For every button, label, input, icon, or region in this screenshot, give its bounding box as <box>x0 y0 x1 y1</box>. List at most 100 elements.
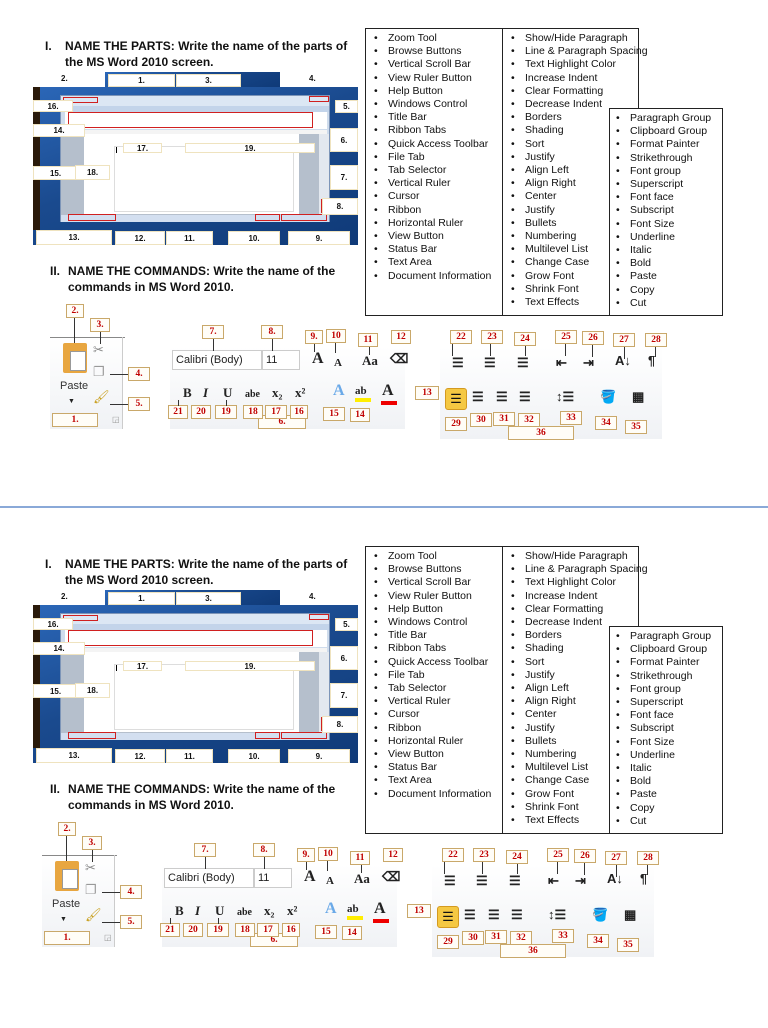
grow-font-icon[interactable]: A <box>304 868 316 885</box>
italic-icon[interactable]: I <box>195 903 201 918</box>
screen-label-3: 3. <box>176 74 241 87</box>
increase-indent-icon[interactable]: ⇥ <box>575 873 586 888</box>
font-face-box[interactable]: Calibri (Body) <box>164 868 254 888</box>
highlight-icon[interactable]: ab <box>355 385 367 397</box>
font-color-bar <box>373 919 389 923</box>
font-color-icon[interactable]: A <box>374 900 386 917</box>
superscript-icon[interactable]: x² <box>287 903 298 918</box>
leader-line <box>557 862 558 874</box>
italic-icon[interactable]: I <box>203 385 209 400</box>
command-label-25: 25 <box>555 330 577 344</box>
underline-icon[interactable]: U <box>223 385 233 400</box>
sort-icon[interactable]: A↓ <box>607 871 623 886</box>
command-label-24: 24 <box>506 850 528 864</box>
decrease-indent-icon[interactable]: ⇤ <box>556 355 567 370</box>
numbering-icon[interactable]: ☰ <box>484 355 496 370</box>
command-label-7: 7. <box>202 325 224 339</box>
font-color-icon[interactable]: A <box>382 382 394 399</box>
word-bank-item: Text Effects <box>505 296 648 309</box>
change-case-icon[interactable]: Aa <box>362 353 378 368</box>
borders-icon[interactable]: ▦ <box>624 907 637 922</box>
command-label-12: 12 <box>383 848 403 862</box>
cursor <box>116 665 117 671</box>
justify-icon[interactable]: ☰ <box>511 907 523 922</box>
command-label-36: 36 <box>500 944 566 958</box>
font-face-box[interactable]: Calibri (Body) <box>172 350 262 370</box>
format-painter-icon[interactable]: 🖌 <box>93 389 110 404</box>
word-bank-item: Paste <box>610 788 711 801</box>
clear-formatting-icon[interactable]: ⌫ <box>390 351 409 366</box>
bullets-icon[interactable]: ☰ <box>444 873 456 888</box>
copy-icon[interactable]: ❐ <box>85 882 97 897</box>
numbering-icon[interactable]: ☰ <box>476 873 488 888</box>
paste-button[interactable]: Paste <box>52 898 81 910</box>
align-center-icon[interactable]: ☰ <box>464 907 476 922</box>
justify-icon[interactable]: ☰ <box>519 389 531 404</box>
paste-icon-page <box>62 869 78 889</box>
word-bank-item: Paste <box>610 270 711 283</box>
subscript-icon[interactable]: x₂ <box>264 903 275 918</box>
ribbon-tabs <box>61 106 329 112</box>
word-bank-item: Document Information <box>368 270 491 283</box>
word-bank-item: Text Area <box>368 774 491 787</box>
increase-indent-icon[interactable]: ⇥ <box>583 355 594 370</box>
line-spacing-icon[interactable]: ↕☰ <box>556 389 575 404</box>
superscript-icon[interactable]: x² <box>295 385 306 400</box>
copy-icon[interactable]: ❐ <box>93 364 105 379</box>
shrink-font-icon[interactable]: A <box>326 875 334 887</box>
word-bank-item: Line & Paragraph Spacing <box>505 45 648 58</box>
grow-font-icon[interactable]: A <box>312 350 324 367</box>
desktop-edge <box>33 87 40 230</box>
change-case-icon[interactable]: Aa <box>354 871 370 886</box>
decrease-indent-icon[interactable]: ⇤ <box>548 873 559 888</box>
cut-icon[interactable]: ✂ <box>85 860 96 875</box>
text-effects-icon[interactable]: A <box>333 382 345 399</box>
text-effects-icon[interactable]: A <box>325 900 337 917</box>
command-label-26: 26 <box>582 331 604 345</box>
format-painter-icon[interactable]: 🖌 <box>85 907 102 922</box>
screen-label-4: 4. <box>309 592 316 601</box>
dialog-launcher-icon[interactable]: ◲ <box>112 415 120 424</box>
font-size-box[interactable]: 11 <box>262 350 300 370</box>
word-bank-item: Grow Font <box>505 270 648 283</box>
align-center-icon[interactable]: ☰ <box>472 389 484 404</box>
show-hide-icon[interactable]: ¶ <box>648 353 656 368</box>
show-hide-icon[interactable]: ¶ <box>640 871 648 886</box>
command-label-3: 3. <box>90 318 110 332</box>
highlight-icon[interactable]: ab <box>347 903 359 915</box>
sort-icon[interactable]: A↓ <box>615 353 631 368</box>
font-size-box[interactable]: 11 <box>254 868 292 888</box>
cut-icon[interactable]: ✂ <box>93 342 104 357</box>
bold-icon[interactable]: B <box>175 903 184 918</box>
leader-line <box>655 347 656 357</box>
bullets-icon[interactable]: ☰ <box>452 355 464 370</box>
command-label-26: 26 <box>574 849 596 863</box>
dialog-launcher-icon[interactable]: ◲ <box>104 933 112 942</box>
multilevel-list-icon[interactable]: ☰ <box>517 355 529 370</box>
bold-icon[interactable]: B <box>183 385 192 400</box>
shading-icon[interactable]: 🪣 <box>592 907 609 922</box>
shrink-font-icon[interactable]: A <box>334 357 342 369</box>
line-spacing-icon[interactable]: ↕☰ <box>548 907 567 922</box>
word-bank-item: Paragraph Group <box>610 112 711 125</box>
align-left-button[interactable]: ☰ <box>437 906 459 928</box>
strikethrough-icon[interactable]: abe <box>237 907 252 918</box>
underline-icon[interactable]: U <box>215 903 225 918</box>
word-bank-item: Underline <box>610 231 711 244</box>
view-buttons-outline <box>255 214 280 221</box>
paste-button[interactable]: Paste <box>60 380 89 392</box>
strikethrough-icon[interactable]: abe <box>245 389 260 400</box>
heading-title: NAME THE COMMANDS: <box>68 782 210 796</box>
word-bank-item: Status Bar <box>368 243 491 256</box>
multilevel-list-icon[interactable]: ☰ <box>509 873 521 888</box>
align-right-icon[interactable]: ☰ <box>496 389 508 404</box>
status-bar <box>61 733 329 740</box>
borders-icon[interactable]: ▦ <box>632 389 645 404</box>
align-right-icon[interactable]: ☰ <box>488 907 500 922</box>
screen-label-18: 18. <box>75 165 110 180</box>
align-left-button[interactable]: ☰ <box>445 388 467 410</box>
shading-icon[interactable]: 🪣 <box>600 389 617 404</box>
word-bank-item: Multilevel List <box>505 243 648 256</box>
subscript-icon[interactable]: x₂ <box>272 385 283 400</box>
clear-formatting-icon[interactable]: ⌫ <box>382 869 401 884</box>
